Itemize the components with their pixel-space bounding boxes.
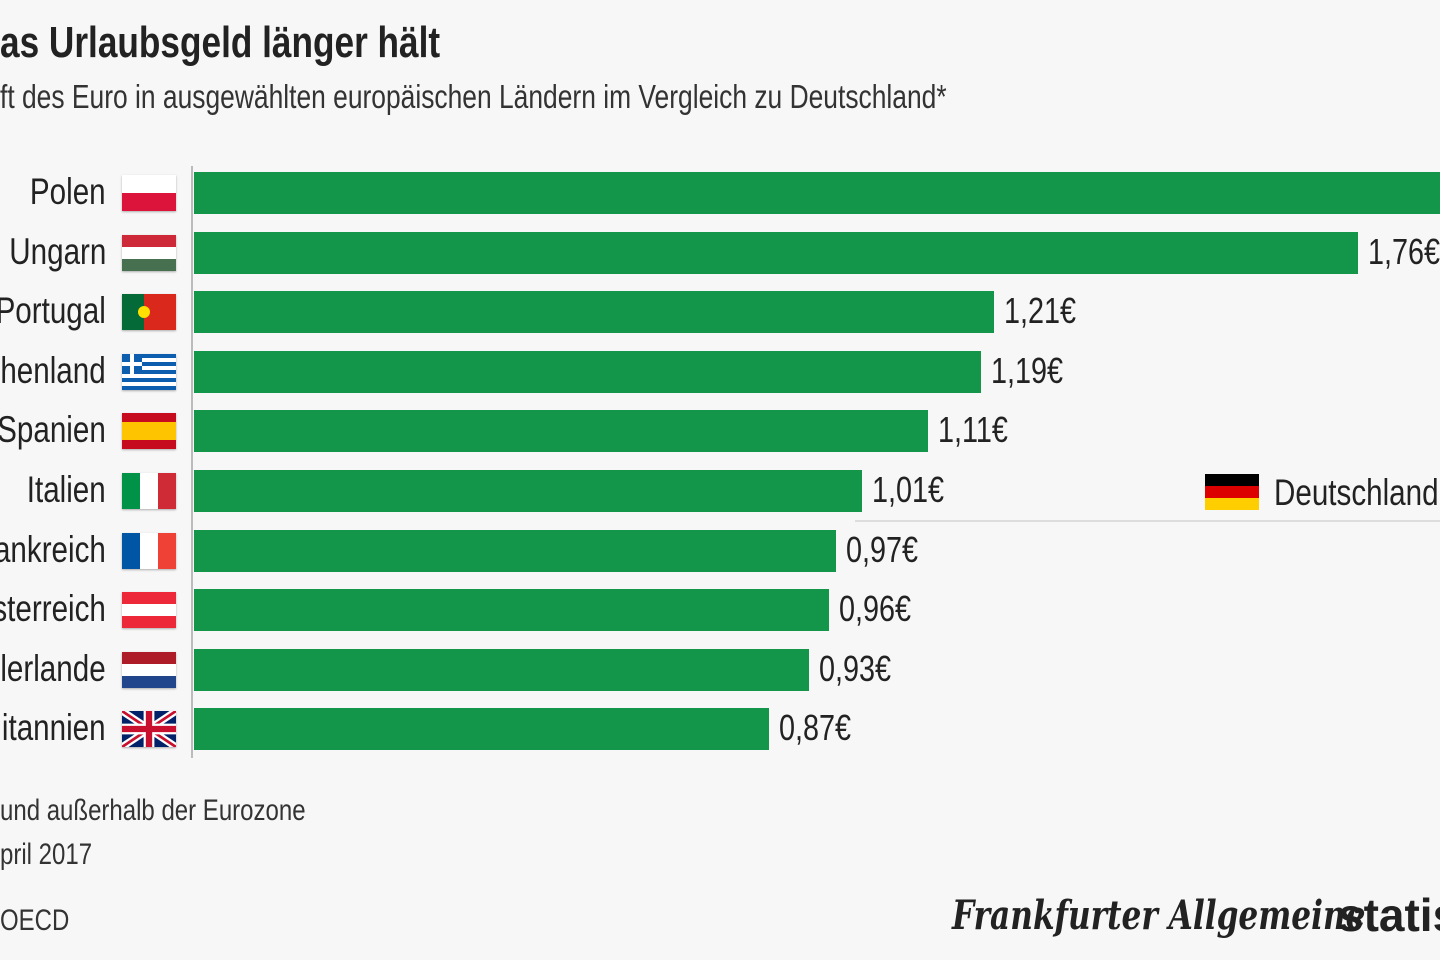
- country-flag-icon: [122, 413, 176, 450]
- value-label: 1,21€: [1004, 290, 1077, 332]
- date-note: pril 2017: [0, 838, 93, 871]
- bar: [194, 708, 770, 751]
- chart-subtitle: ft des Euro in ausgewählten europäischen…: [0, 78, 947, 115]
- germany-flag-icon: [1205, 474, 1259, 510]
- statista-logo: statis: [1338, 889, 1440, 941]
- value-label: 0,93€: [819, 647, 892, 689]
- category-label: sterreich: [0, 588, 106, 630]
- bar: [194, 231, 1358, 274]
- value-label: 1,01€: [871, 469, 945, 510]
- source-note: OECD: [0, 904, 70, 937]
- country-flag-icon: [122, 473, 176, 509]
- value-label: 0,96€: [838, 588, 911, 630]
- category-label: Portugal: [0, 290, 106, 332]
- bar: [194, 291, 995, 334]
- bar: [194, 350, 982, 393]
- country-flag-icon: [122, 651, 176, 688]
- category-label: ankreich: [0, 528, 106, 570]
- country-flag-icon: [122, 175, 176, 211]
- value-label: 1,76€: [1368, 230, 1440, 272]
- value-label: 1,11€: [938, 409, 1009, 451]
- value-label: 1,19€: [991, 349, 1064, 391]
- chart-title: as Urlaubsgeld länger hält: [0, 18, 441, 67]
- category-label: Polen: [30, 171, 106, 212]
- category-label: Spanien: [0, 409, 106, 451]
- country-flag-icon: [122, 294, 176, 331]
- value-label: 0,97€: [845, 528, 918, 570]
- bar: [194, 529, 836, 572]
- category-label: Italien: [27, 469, 106, 510]
- country-flag-icon: [122, 353, 176, 390]
- bar: [194, 470, 862, 512]
- category-label: itannien: [2, 707, 106, 749]
- bar: [194, 172, 1440, 214]
- country-flag-icon: [122, 711, 176, 748]
- bar: [194, 648, 810, 691]
- bar: [194, 410, 929, 453]
- category-label: lerlande: [0, 647, 106, 689]
- footnote: und außerhalb der Eurozone: [0, 794, 306, 827]
- country-flag-icon: [122, 234, 176, 271]
- y-axis-line: [191, 166, 193, 758]
- reference-label: Deutschland: [1274, 472, 1439, 513]
- reference-line: [855, 520, 1440, 522]
- category-label: henland: [0, 349, 106, 391]
- faz-logo: Frankfurter Allgemeine: [952, 892, 1366, 939]
- country-flag-icon: [122, 532, 176, 569]
- value-label: 0,87€: [779, 707, 852, 749]
- category-label: Ungarn: [8, 230, 106, 272]
- bar: [194, 589, 829, 632]
- country-flag-icon: [122, 592, 176, 629]
